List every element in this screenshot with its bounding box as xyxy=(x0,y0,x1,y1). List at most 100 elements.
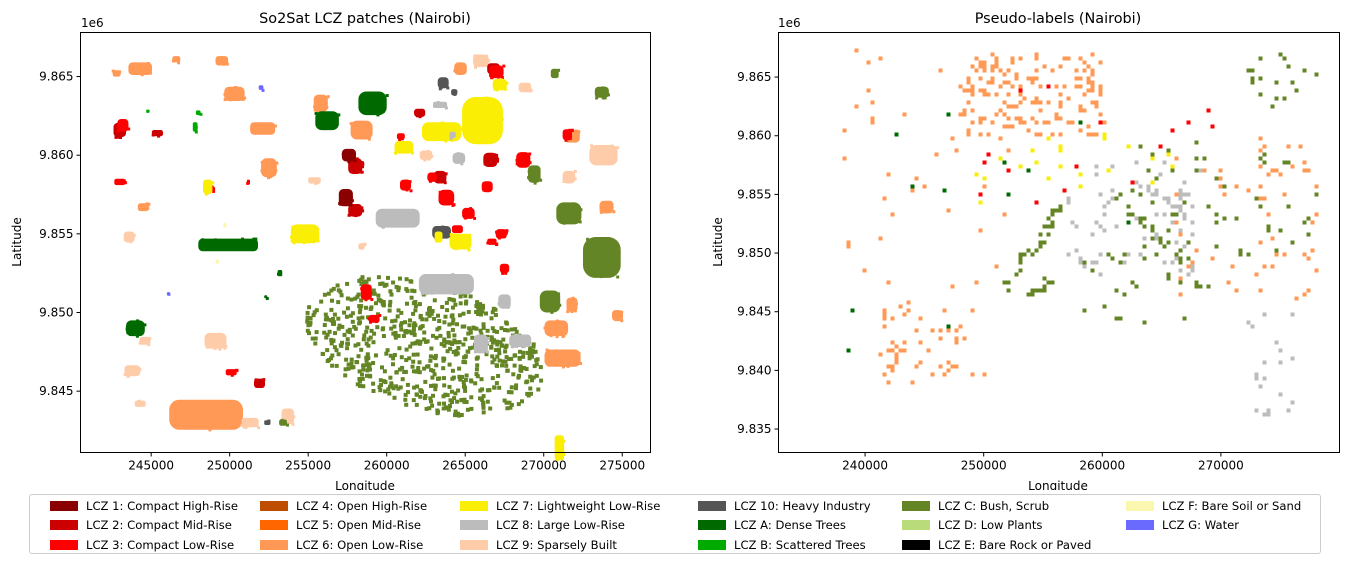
pseudo-label-pixel xyxy=(1262,160,1267,165)
lcz-mark xyxy=(424,292,428,296)
lcz-mark xyxy=(500,269,504,273)
left-y-tick-label: 9.850 xyxy=(39,306,73,320)
lcz-mark xyxy=(512,363,517,368)
lcz-mark xyxy=(359,282,364,287)
lcz-patch xyxy=(169,399,243,430)
lcz-mark xyxy=(286,423,289,427)
pseudo-label-pixel xyxy=(1046,224,1051,229)
lcz-mark xyxy=(464,373,469,378)
lcz-mark xyxy=(483,162,487,166)
lcz-mark xyxy=(518,368,523,373)
lcz-mark xyxy=(131,369,135,372)
pseudo-label-pixel xyxy=(1050,132,1055,137)
pseudo-label-pixel xyxy=(1034,200,1039,205)
lcz-mark xyxy=(122,127,126,131)
lcz-mark xyxy=(381,110,385,113)
lcz-mark xyxy=(368,307,373,311)
lcz-mark xyxy=(336,288,341,293)
legend-label: LCZ 3: Compact Low-Rise xyxy=(86,537,235,552)
right-y-tick-label: 9.860 xyxy=(737,129,771,143)
lcz-mark xyxy=(398,138,402,142)
legend-swatch xyxy=(460,539,488,550)
lcz-mark xyxy=(331,286,336,291)
lcz-mark xyxy=(399,321,404,326)
lcz-mark xyxy=(522,85,526,89)
pseudo-label-pixel xyxy=(910,184,915,189)
lcz-mark xyxy=(551,357,555,361)
pseudo-label-pixel xyxy=(854,104,859,109)
pseudo-label-pixel xyxy=(1094,172,1099,177)
pseudo-label-pixel xyxy=(1090,84,1095,89)
lcz-mark xyxy=(566,310,570,314)
pseudo-label-pixel xyxy=(1190,232,1195,237)
lcz-mark xyxy=(322,330,327,335)
lcz-mark xyxy=(343,367,348,372)
lcz-mark xyxy=(317,104,321,108)
lcz-mark xyxy=(235,246,238,250)
lcz-mark xyxy=(456,413,461,418)
lcz-mark xyxy=(403,320,408,325)
pseudo-label-pixel xyxy=(894,360,899,365)
lcz-mark xyxy=(505,368,510,373)
lcz-mark xyxy=(450,321,455,326)
lcz-mark xyxy=(435,226,439,230)
lcz-mark xyxy=(376,112,380,116)
lcz-mark xyxy=(404,182,408,186)
lcz-mark xyxy=(529,391,533,396)
lcz-mark xyxy=(232,242,236,246)
pseudo-label-pixel xyxy=(1042,224,1047,229)
lcz-mark xyxy=(435,239,439,243)
pseudo-label-pixel xyxy=(1126,220,1131,225)
lcz-mark xyxy=(469,406,474,411)
pseudo-label-pixel xyxy=(1290,356,1295,361)
lcz-mark xyxy=(336,326,341,331)
pseudo-label-pixel xyxy=(994,264,999,269)
lcz-mark xyxy=(430,309,435,313)
pseudo-label-pixel xyxy=(866,88,871,93)
pseudo-label-pixel xyxy=(1078,76,1083,81)
lcz-mark xyxy=(450,327,455,332)
lcz-patch xyxy=(487,238,497,245)
lcz-mark xyxy=(456,345,461,350)
lcz-mark xyxy=(376,312,380,317)
lcz-mark xyxy=(474,58,478,61)
lcz-mark xyxy=(314,308,319,313)
pseudo-label-pixel xyxy=(1278,348,1283,353)
lcz-mark xyxy=(357,310,362,315)
pseudo-label-pixel xyxy=(886,172,891,177)
lcz-mark xyxy=(438,135,442,139)
lcz-mark xyxy=(447,229,451,233)
pseudo-label-pixel xyxy=(1294,296,1299,301)
lcz-mark xyxy=(463,385,467,390)
lcz-mark xyxy=(429,399,433,404)
lcz-mark xyxy=(497,385,502,390)
pseudo-label-pixel xyxy=(1262,152,1267,157)
pseudo-label-pixel xyxy=(1042,288,1047,293)
right-panel: Pseudo-labels (Nairobi) 1e6 240000 250000… xyxy=(711,11,1340,490)
pseudo-label-pixel xyxy=(1258,136,1263,141)
pseudo-label-pixel xyxy=(958,112,963,117)
pseudo-label-pixel xyxy=(1314,268,1319,273)
pseudo-label-pixel xyxy=(1050,224,1055,229)
lcz-mark xyxy=(608,200,612,204)
right-y-tick-label: 9.855 xyxy=(737,187,771,201)
lcz-mark xyxy=(291,422,295,426)
lcz-mark xyxy=(463,337,468,342)
pseudo-label-pixel xyxy=(978,228,983,233)
lcz-mark xyxy=(451,203,455,207)
pseudo-label-pixel xyxy=(1230,264,1235,269)
lcz-mark xyxy=(139,70,143,74)
lcz-mark xyxy=(554,69,558,73)
pseudo-label-pixel xyxy=(994,112,999,117)
lcz-mark xyxy=(367,288,370,292)
lcz-mark xyxy=(431,368,436,373)
pseudo-label-pixel xyxy=(1138,252,1143,257)
lcz-mark xyxy=(223,245,227,249)
pseudo-label-pixel xyxy=(1170,212,1175,217)
lcz-mark xyxy=(214,238,217,242)
lcz-mark xyxy=(534,358,539,363)
lcz-mark xyxy=(130,65,134,69)
pseudo-label-pixel xyxy=(1274,252,1279,257)
lcz-mark xyxy=(315,98,319,102)
pseudo-label-pixel xyxy=(1250,68,1255,73)
